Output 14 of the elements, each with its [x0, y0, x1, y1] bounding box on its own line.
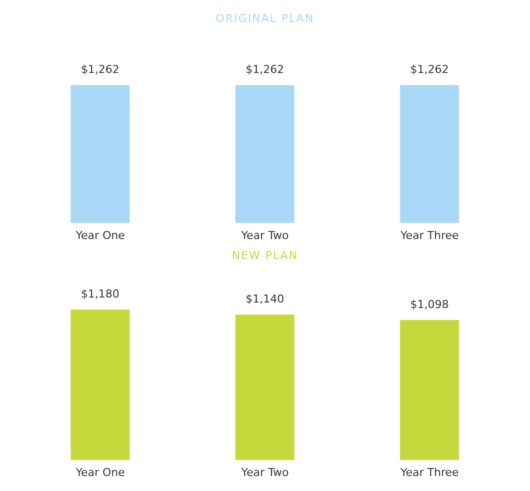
x-tick-label: Year Two — [240, 466, 289, 479]
chart-title: NEW PLAN — [230, 248, 300, 264]
data-label: $1,262 — [246, 63, 284, 76]
data-label: $1,180 — [80, 288, 120, 301]
data-label: $1,262 — [80, 63, 120, 76]
data-label: $1,262 — [410, 63, 449, 76]
data-label: $1,140 — [246, 292, 284, 306]
x-tick-label: Year One — [74, 228, 126, 242]
chart-title: ORIGINAL PLAN — [214, 11, 316, 27]
data-label: $1,098 — [410, 298, 449, 312]
x-tick-label: Year One — [74, 466, 126, 479]
x-tick-label: Year Two — [240, 228, 289, 242]
x-tick-label: Year Three — [400, 228, 460, 242]
x-tick-label: Year Three — [400, 466, 460, 479]
